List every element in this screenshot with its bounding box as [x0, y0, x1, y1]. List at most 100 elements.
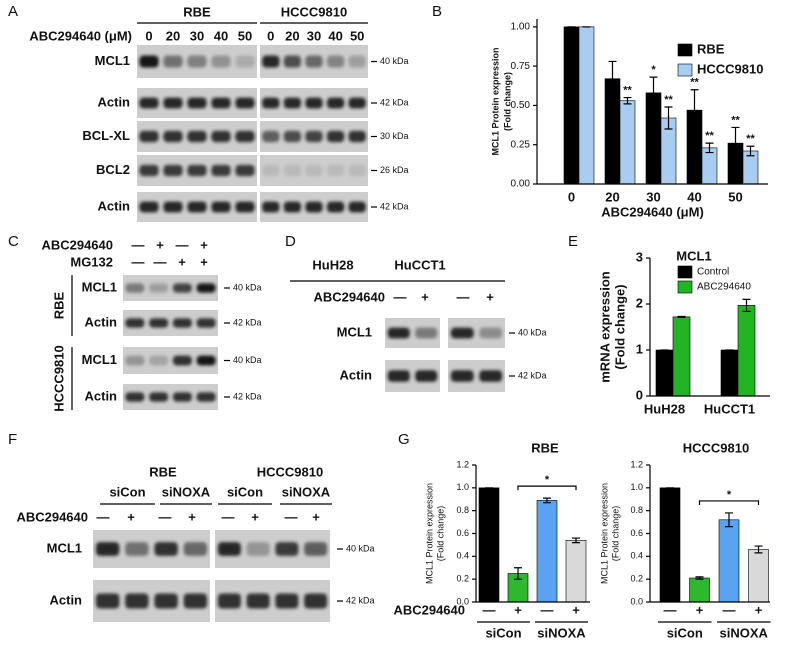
band: [196, 283, 216, 293]
band: [95, 542, 120, 556]
band: [283, 201, 302, 213]
lane-label: 30: [307, 28, 321, 43]
band: [348, 130, 366, 143]
bar: [748, 549, 769, 603]
y-tick-label: 0.6: [630, 528, 643, 538]
row-label: MCL1: [47, 540, 82, 555]
group-label: RBE: [149, 464, 177, 479]
row-label: Actin: [85, 314, 118, 329]
band: [172, 392, 192, 402]
band: [183, 593, 208, 609]
error-bar: [746, 145, 755, 157]
x-tick-label: —: [483, 602, 496, 617]
lane-label: 30: [190, 28, 204, 43]
y-tick-label: 1.2: [630, 459, 643, 469]
band: [262, 164, 280, 177]
x-tick-label: +: [755, 602, 763, 617]
treatment-label: MG132: [70, 254, 113, 269]
sign: +: [421, 289, 429, 304]
legend-swatch: [677, 280, 693, 294]
band: [304, 593, 328, 609]
x-tick-label: 0: [568, 189, 575, 204]
x-tick-label: 50: [728, 189, 742, 204]
significance: **: [623, 84, 632, 96]
group-label: siNOXA: [537, 625, 586, 640]
error-bar: [623, 96, 632, 105]
x-tick-label: —: [723, 602, 736, 617]
band: [125, 542, 149, 556]
band: [187, 164, 207, 177]
treatment-label: ABC294640: [41, 237, 113, 252]
sign: —: [222, 509, 235, 524]
band: [163, 164, 183, 177]
size-label: 42 kDa: [233, 317, 262, 327]
sign: —: [457, 289, 470, 304]
band: [235, 164, 255, 177]
band: [235, 55, 255, 68]
size-label: 30 kDa: [380, 131, 409, 141]
row-label: MCL1: [82, 352, 117, 367]
band: [283, 97, 302, 109]
band: [163, 55, 183, 68]
group-label: HuCCT1: [394, 257, 445, 272]
size-label: 40 kDa: [233, 282, 262, 292]
y-tick-label: 0: [636, 387, 643, 402]
significance-bracket: [517, 485, 577, 491]
row-label: BCL-XL: [82, 128, 130, 143]
band: [139, 97, 159, 109]
band: [479, 370, 503, 382]
significance: **: [690, 77, 699, 89]
error-bar: [754, 545, 763, 554]
y-tick-label: 0.4: [456, 551, 469, 561]
band: [149, 283, 169, 293]
y-tick-label: 0.6: [456, 528, 469, 538]
bar: [655, 349, 674, 397]
panel-label: E: [568, 233, 578, 250]
sign: +: [156, 237, 164, 252]
sign: —: [176, 237, 189, 252]
x-tick-label: 40: [687, 189, 701, 204]
y-tick-label: 0.0: [630, 596, 643, 606]
band: [387, 327, 410, 339]
x-tick-label: +: [514, 602, 522, 617]
band: [235, 97, 255, 109]
band: [387, 370, 410, 382]
sign: +: [127, 509, 135, 524]
legend-swatch: [677, 63, 693, 77]
band: [95, 593, 120, 609]
y-tick-label: 1.2: [456, 459, 469, 469]
row-label: BCL2: [96, 162, 130, 177]
lane-label: 40: [214, 28, 228, 43]
y-tick-label: 0.8: [630, 505, 643, 515]
group-label: HuH28: [312, 257, 353, 272]
band: [305, 130, 323, 143]
size-label: 40 kDa: [518, 327, 547, 337]
band: [172, 355, 192, 366]
band: [187, 130, 207, 143]
band: [211, 55, 231, 68]
cell-line-label: HCCC9810: [51, 345, 66, 411]
legend-swatch: [677, 43, 693, 57]
band: [139, 55, 159, 68]
bar: [659, 487, 681, 603]
band: [275, 542, 299, 556]
band: [262, 201, 280, 213]
band: [154, 542, 178, 556]
y-axis-title: (Fold change): [612, 284, 627, 369]
y-tick-label: 1.00: [511, 21, 531, 32]
y-tick-label: 0.2: [456, 574, 469, 584]
panel-label: B: [432, 3, 442, 20]
band: [125, 318, 145, 328]
sign: +: [188, 509, 196, 524]
y-axis-title: MCL1 Protein expression: [490, 47, 500, 155]
band: [125, 355, 145, 366]
sign: —: [97, 509, 110, 524]
band: [125, 283, 145, 293]
y-tick-label: 3: [636, 249, 643, 264]
y-tick-label: 0.25: [511, 139, 531, 150]
band: [187, 97, 207, 109]
bar: [672, 316, 691, 397]
